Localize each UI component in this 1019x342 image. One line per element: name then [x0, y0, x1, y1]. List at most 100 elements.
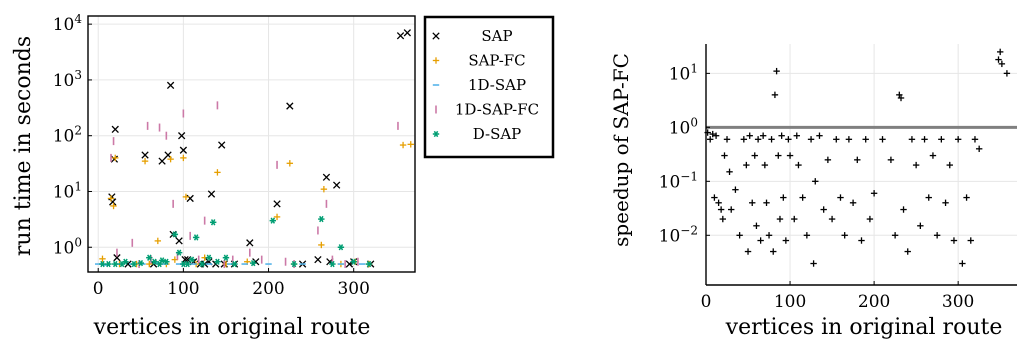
y-tick-label: 100 [53, 235, 82, 258]
y-tick-label: 101 [669, 61, 698, 84]
data-point-speedup [807, 136, 815, 143]
x-tick-label: 100 [167, 279, 199, 299]
data-point-sap-fc [167, 155, 174, 163]
data-point-d-sap [105, 260, 112, 268]
data-point-speedup [740, 136, 748, 143]
runtime-y-ticks: 104 103 102 101 100 [53, 12, 92, 258]
runtime-x-ticks: 0 100 200 300 [93, 268, 370, 299]
runtime-grid [88, 16, 415, 272]
data-point-speedup [938, 136, 945, 143]
legend-label: D-SAP [473, 125, 522, 143]
data-point-speedup [879, 136, 886, 143]
data-point-d-sap [163, 258, 170, 265]
data-point-speedup [812, 178, 819, 185]
data-point-speedup [929, 152, 937, 159]
data-point-sap-fc [112, 154, 119, 162]
data-point-speedup [711, 194, 718, 201]
speedup-points [704, 48, 1011, 267]
runtime-plot-frame [87, 15, 416, 273]
data-point-d-sap [205, 254, 213, 261]
data-point-speedup [954, 136, 962, 143]
data-point-sap-fc [141, 157, 149, 165]
data-point-speedup [967, 237, 974, 244]
data-point-sap [314, 255, 322, 264]
data-point-speedup [751, 152, 758, 159]
data-point-speedup [828, 215, 836, 223]
speedup-grid [705, 44, 1017, 285]
data-point-speedup [726, 168, 733, 176]
y-tick-label: 102 [53, 124, 82, 147]
x-tick-label: 300 [337, 279, 369, 299]
data-point-speedup [799, 194, 806, 201]
data-point-speedup [746, 132, 753, 139]
legend-marker-d-sap [432, 130, 440, 138]
data-point-speedup [810, 260, 817, 267]
data-point-speedup [768, 136, 775, 143]
data-point-d-sap [365, 260, 373, 268]
data-point-speedup [791, 215, 798, 223]
data-point-speedup [912, 161, 920, 169]
runtime-x-axis-label: vertices in original route [93, 315, 371, 340]
data-point-speedup [803, 232, 811, 239]
legend-label: 1D-SAP-FC [455, 101, 539, 119]
data-point-sap-fc [407, 141, 414, 148]
data-point-sap-fc [320, 185, 328, 193]
data-point-sap-fc [318, 241, 325, 249]
data-point-speedup [782, 237, 790, 244]
data-point-d-sap [337, 244, 345, 251]
data-point-speedup [897, 94, 905, 102]
data-point-speedup [862, 136, 869, 143]
data-point-speedup [998, 60, 1006, 68]
data-point-d-sap [250, 259, 257, 267]
data-point-speedup [754, 136, 762, 143]
y-tick-label: 104 [53, 12, 83, 35]
data-point-sap [110, 155, 119, 163]
data-point-sap [396, 32, 405, 40]
data-point-d-sap [137, 259, 144, 267]
data-point-sap [332, 181, 341, 189]
data-point-sap-fc [107, 195, 115, 202]
speedup-y-axis-label: speedup of SAP-FC [609, 53, 633, 247]
data-point-sap [322, 173, 331, 181]
data-point-speedup [712, 132, 720, 139]
data-point-speedup [763, 199, 770, 206]
data-point-sap-fc [273, 213, 281, 221]
data-point-speedup [785, 136, 792, 143]
data-point-d-sap [198, 260, 206, 268]
data-point-sap-fc [182, 193, 190, 201]
data-point-speedup [816, 132, 823, 139]
data-point-speedup [780, 194, 787, 201]
data-point-speedup [925, 194, 932, 201]
data-point-speedup [773, 67, 780, 75]
data-point-speedup [833, 136, 840, 143]
legend-marker-sap-fc [432, 57, 440, 64]
data-point-d-sap [130, 260, 138, 268]
runtime-points [95, 29, 414, 269]
y-tick-label: 10−2 [659, 223, 698, 246]
data-point-speedup [921, 136, 928, 143]
data-point-speedup [753, 222, 760, 229]
data-point-speedup [971, 136, 979, 143]
data-point-d-sap [214, 258, 221, 265]
data-point-speedup [795, 161, 802, 169]
runtime-plot: 0 100 200 300 104 103 102 101 100 run time in s… [11, 12, 416, 340]
data-point-sap [113, 254, 121, 262]
data-point-speedup [723, 136, 731, 143]
data-point-sap [403, 29, 411, 37]
data-point-sap [218, 141, 226, 149]
data-point-d-sap [188, 256, 196, 263]
data-point-speedup [759, 132, 767, 139]
runtime-y-axis-label: run time in seconds [11, 36, 36, 256]
data-point-d-sap [329, 260, 336, 268]
data-point-speedup [736, 232, 743, 239]
data-point-speedup [845, 136, 853, 143]
data-point-speedup [765, 232, 773, 239]
y-tick-label: 101 [53, 179, 82, 202]
data-point-d-sap [192, 234, 200, 241]
data-point-speedup [778, 132, 785, 139]
data-point-sap [181, 255, 189, 264]
data-point-d-sap [146, 254, 153, 261]
data-point-speedup [904, 248, 911, 255]
y-tick-label: 10−1 [659, 169, 698, 192]
